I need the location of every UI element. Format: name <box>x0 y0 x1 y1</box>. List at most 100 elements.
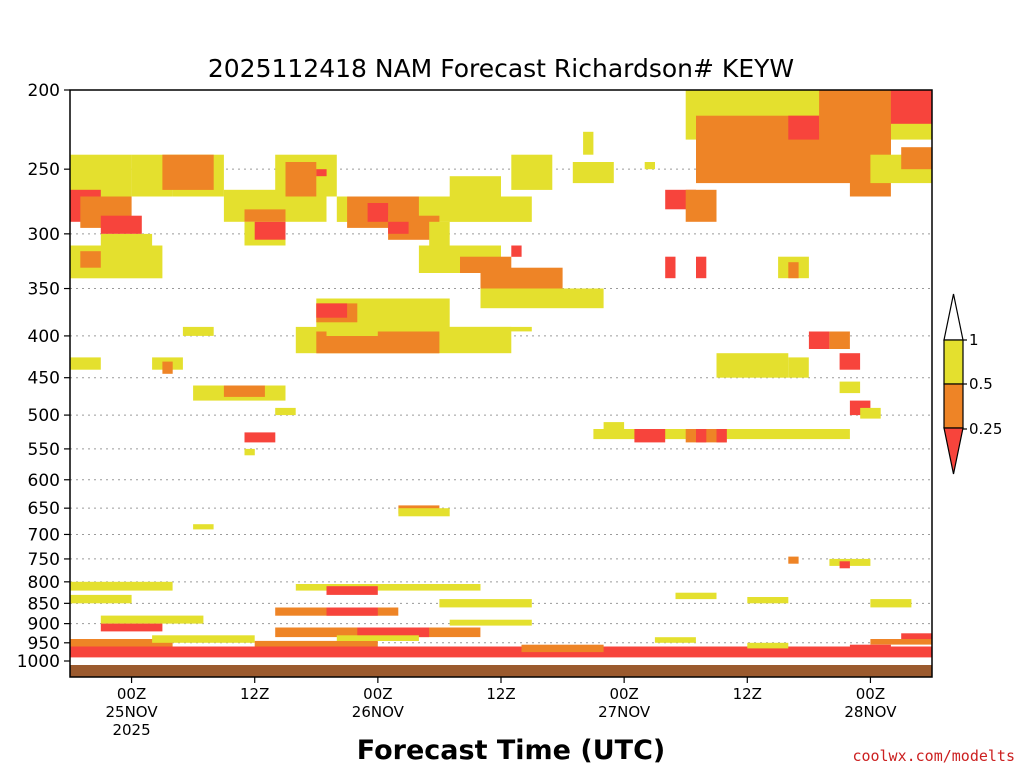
heatmap-cell <box>521 644 604 653</box>
heatmap-cell <box>839 561 850 569</box>
x-tick-label: 2025 <box>112 721 150 739</box>
x-tick-label: 26NOV <box>352 703 405 721</box>
heatmap-cell <box>80 251 101 268</box>
y-tick-label: 700 <box>28 525 60 545</box>
heatmap-cell <box>788 556 799 564</box>
x-tick-label: 12Z <box>733 685 762 703</box>
heatmap-cell <box>829 331 850 349</box>
colorbar-red-arrow <box>943 427 964 475</box>
heatmap-cell <box>511 245 522 257</box>
y-tick-label: 800 <box>28 573 60 593</box>
heatmap-cell <box>244 448 255 456</box>
heatmap-cell <box>275 407 296 416</box>
heatmap-cell <box>449 326 532 332</box>
y-axis-ticks: 200 250 300 350 400 450 500 550 600 650 700 750 8008… <box>17 81 70 672</box>
heatmap-cell <box>788 115 820 140</box>
heatmap-cell <box>326 586 378 595</box>
heatmap-cell <box>398 508 450 517</box>
colorbar: 1 0.5 0.25 <box>943 293 1002 475</box>
heatmap-cell <box>162 361 173 374</box>
heatmap-cell <box>316 303 348 318</box>
x-tick-label: 00Z <box>856 685 885 703</box>
colorbar-label: 1 <box>969 331 979 349</box>
heatmap-cells <box>70 90 932 658</box>
heatmap-cell <box>254 640 378 647</box>
y-tick-label: 650 <box>28 499 60 519</box>
y-tick-label: 850 <box>28 594 60 614</box>
heatmap-cell <box>326 607 378 616</box>
heatmap-cell <box>152 635 255 643</box>
heatmap-cell <box>860 407 881 419</box>
y-tick-label: 400 <box>28 327 60 347</box>
x-axis-label: Forecast Time (UTC) <box>357 735 665 766</box>
heatmap-cell <box>665 256 676 279</box>
x-tick-label: 12Z <box>486 685 515 703</box>
heatmap-cell <box>716 429 727 443</box>
y-tick-label: 900 <box>28 615 60 635</box>
heatmap-cell <box>583 131 594 155</box>
colorbar-yellow <box>943 339 964 385</box>
heatmap-cell <box>839 353 861 370</box>
x-tick-label: 27NOV <box>598 703 651 721</box>
heatmap-cell <box>839 381 861 394</box>
heatmap-cell <box>326 331 378 336</box>
heatmap-cell <box>870 639 932 645</box>
heatmap-cell <box>100 615 204 624</box>
heatmap-cell <box>70 581 173 591</box>
x-tick-label: 00Z <box>609 685 638 703</box>
heatmap-cell <box>449 619 532 626</box>
heatmap-cell <box>480 288 604 309</box>
colorbar-top-arrow <box>943 293 964 341</box>
heatmap-cell <box>336 635 419 641</box>
heatmap-cell <box>254 221 286 240</box>
heatmap-cell <box>182 326 214 336</box>
x-tick-label: 00Z <box>363 685 392 703</box>
heatmap-cell <box>285 162 317 197</box>
y-tick-label: 550 <box>28 440 60 460</box>
heatmap-cell <box>511 154 553 190</box>
x-tick-label: 12Z <box>240 685 269 703</box>
heatmap-cell <box>819 90 891 132</box>
y-tick-label: 300 <box>28 225 60 245</box>
heatmap-cell <box>244 432 276 443</box>
heatmap-cell <box>901 633 932 639</box>
heatmap-cell <box>829 558 871 566</box>
heatmap-cell <box>644 162 655 170</box>
heatmap-cell <box>870 599 912 608</box>
colorbar-label: 0.25 <box>969 420 1002 438</box>
heatmap-cell <box>716 353 789 378</box>
heatmap-cell <box>685 189 717 222</box>
heatmap-cell <box>675 592 717 600</box>
heatmap-cell <box>808 331 830 349</box>
y-tick-label: 450 <box>28 369 60 389</box>
heatmap-cell <box>100 215 142 234</box>
heatmap-cell <box>357 627 430 638</box>
heatmap-cell <box>193 524 214 530</box>
heatmap-cell <box>439 599 532 608</box>
heatmap-cell <box>901 147 932 170</box>
heatmap-cell <box>849 644 891 651</box>
chart-title: 2025112418 NAM Forecast Richardson# KEYW <box>208 54 794 83</box>
heatmap-cell <box>244 209 286 222</box>
heatmap-cell <box>70 357 101 370</box>
y-tick-label: 350 <box>28 280 60 300</box>
heatmap-cell <box>696 256 707 279</box>
heatmap-cell <box>367 203 389 222</box>
heatmap-cell <box>696 429 707 443</box>
heatmap-cell <box>70 154 132 197</box>
heatmap-cell <box>295 584 481 591</box>
heatmap-cell <box>603 422 625 429</box>
x-tick-label: 25NOV <box>106 703 159 721</box>
heatmap-cell <box>747 597 789 604</box>
heatmap-cell <box>70 639 173 647</box>
heatmap-cell <box>747 642 789 649</box>
y-tick-label: 250 <box>28 160 60 180</box>
heatmap-cell <box>788 357 809 378</box>
heatmap-cell <box>634 429 666 443</box>
y-tick-label: 500 <box>28 406 60 426</box>
heatmap-cell <box>70 646 932 654</box>
heatmap-cell <box>572 162 614 184</box>
colorbar-label: 0.5 <box>969 375 993 393</box>
